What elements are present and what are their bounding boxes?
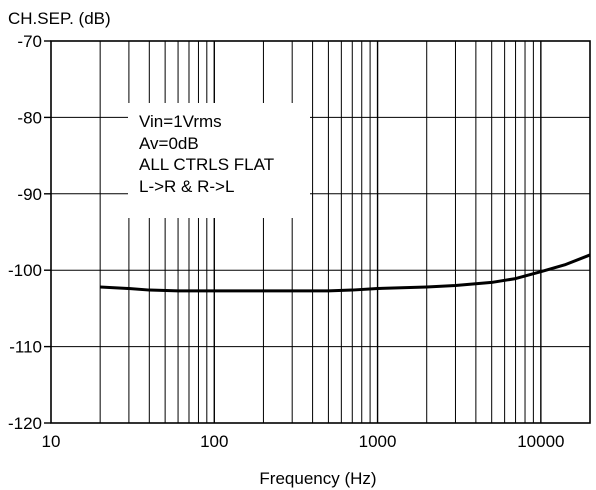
plot-frame bbox=[50, 40, 591, 424]
y-tick-labels: -70 -80 -90 -100 -110 -120 bbox=[8, 32, 51, 433]
plot-border bbox=[50, 40, 591, 424]
x-tick-labels: 10 100 1000 10000 bbox=[42, 432, 565, 451]
y-tick-label: -100 bbox=[8, 261, 42, 280]
y-tick-label: -70 bbox=[17, 32, 42, 51]
chart-title: CH.SEP. (dB) bbox=[8, 9, 111, 28]
y-tick-label: -80 bbox=[17, 108, 42, 127]
series-line-0 bbox=[100, 253, 591, 293]
annotation-line-av: Av=0dB bbox=[139, 134, 199, 153]
series-group bbox=[100, 253, 591, 293]
x-tick-label: 10 bbox=[42, 432, 61, 451]
annotation-line-vin: Vin=1Vrms bbox=[139, 112, 222, 131]
y-tick-label: -110 bbox=[9, 338, 42, 357]
x-tick-label: 1000 bbox=[359, 432, 397, 451]
x-axis-label: Frequency (Hz) bbox=[259, 469, 376, 488]
annotation-line-ctrls: ALL CTRLS FLAT bbox=[139, 155, 274, 174]
annotation-box: Vin=1Vrms Av=0dB ALL CTRLS FLAT L->R & R… bbox=[128, 103, 310, 218]
grid bbox=[51, 41, 590, 423]
annotation-line-channels: L->R & R->L bbox=[139, 177, 234, 196]
x-tick-label: 100 bbox=[200, 432, 228, 451]
y-tick-label: -120 bbox=[8, 414, 42, 433]
annotation-background bbox=[128, 103, 310, 218]
x-tick-label: 10000 bbox=[517, 432, 564, 451]
y-tick-label: -90 bbox=[17, 185, 42, 204]
